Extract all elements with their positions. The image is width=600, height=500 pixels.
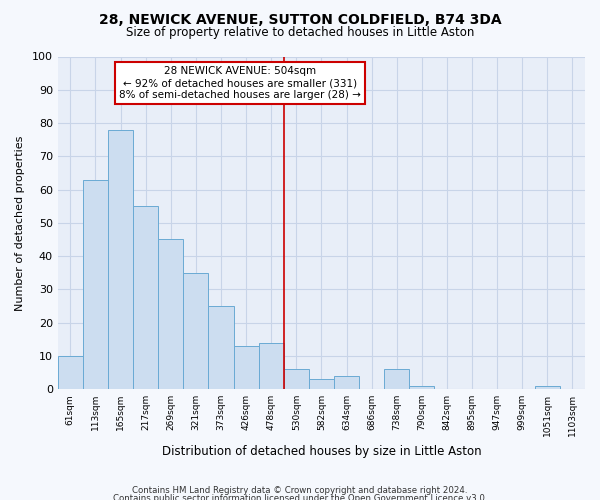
Text: Contains public sector information licensed under the Open Government Licence v3: Contains public sector information licen… [113,494,487,500]
Bar [284,369,309,389]
Bar [233,346,259,389]
X-axis label: Distribution of detached houses by size in Little Aston: Distribution of detached houses by size … [161,444,481,458]
Y-axis label: Number of detached properties: Number of detached properties [15,135,25,310]
Bar [309,379,334,389]
Bar [384,369,409,389]
Bar [83,180,108,389]
Text: 28 NEWICK AVENUE: 504sqm
← 92% of detached houses are smaller (331)
8% of semi-d: 28 NEWICK AVENUE: 504sqm ← 92% of detach… [119,66,361,100]
Bar [259,342,284,389]
Bar [334,376,359,389]
Bar [58,356,83,389]
Bar [208,306,233,389]
Text: 28, NEWICK AVENUE, SUTTON COLDFIELD, B74 3DA: 28, NEWICK AVENUE, SUTTON COLDFIELD, B74… [98,12,502,26]
Text: Contains HM Land Registry data © Crown copyright and database right 2024.: Contains HM Land Registry data © Crown c… [132,486,468,495]
Bar [158,240,184,389]
Text: Size of property relative to detached houses in Little Aston: Size of property relative to detached ho… [126,26,474,39]
Bar [184,272,208,389]
Bar [535,386,560,389]
Bar [133,206,158,389]
Bar [409,386,434,389]
Bar [108,130,133,389]
